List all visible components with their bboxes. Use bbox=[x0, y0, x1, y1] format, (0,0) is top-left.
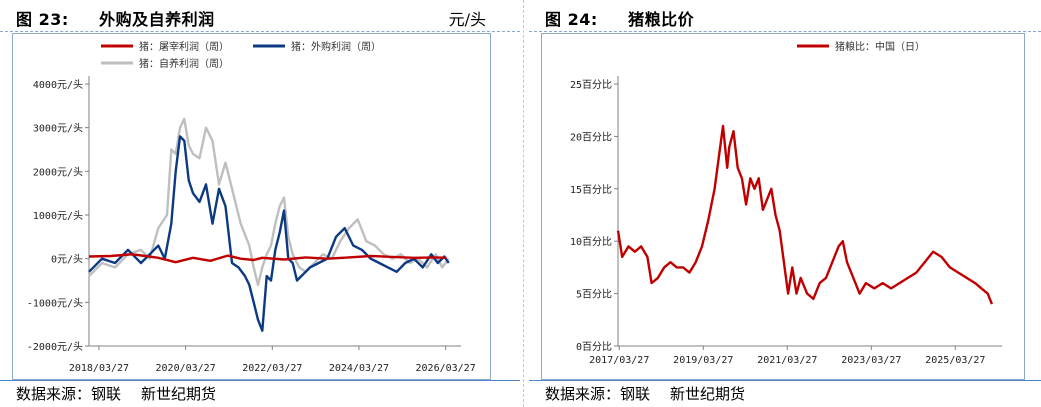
source-note: 数据来源：钢联 新世纪期货 bbox=[545, 383, 765, 404]
series-line bbox=[88, 117, 450, 287]
x-tick-label: 2024/03/27 bbox=[329, 363, 389, 374]
y-tick-label: 10百分比 bbox=[570, 236, 612, 248]
title-divider bbox=[529, 31, 1041, 32]
source-item: 新世纪期货 bbox=[141, 385, 217, 403]
y-tick-label: 20百分比 bbox=[570, 131, 612, 143]
y-tick-label: 3000元/头 bbox=[33, 123, 83, 135]
title-row: 图 24: 猪粮比价 bbox=[529, 0, 1041, 32]
source-item: 钢联 bbox=[620, 385, 651, 403]
x-tick-label: 2021/03/27 bbox=[757, 355, 817, 366]
x-tick-label: 2020/03/27 bbox=[156, 363, 216, 374]
legend-label: 猪粮比：中国（日） bbox=[835, 40, 925, 53]
legend-label: 猪：外购利润（周） bbox=[291, 40, 381, 53]
figure-title: 图 23: 外购及自养利润 bbox=[16, 6, 215, 30]
ratio-line-chart: 0百分比 5百分比 10百分比 15百分比 20百分比 25百分比 2017/03/27 20… bbox=[570, 40, 1002, 366]
source-item: 钢联 bbox=[91, 385, 122, 403]
figure-title-text: 外购及自养利润 bbox=[99, 10, 215, 29]
footer-divider bbox=[0, 380, 520, 381]
x-tick-label: 2026/03/27 bbox=[416, 363, 476, 374]
profit-line-chart: -2000元/头 -1000元/头 0元/头 1000元/头 2000元/头 3000元/… bbox=[27, 40, 476, 374]
y-tick-label: 0元/头 bbox=[51, 254, 83, 266]
y-tick-label: 4000元/头 bbox=[33, 79, 83, 91]
series-line bbox=[88, 253, 447, 264]
x-tick-label: 2023/03/27 bbox=[841, 355, 901, 366]
figure-label: 图 23: bbox=[16, 10, 69, 29]
source-item: 新世纪期货 bbox=[670, 385, 746, 403]
y-tick-label: 1000元/头 bbox=[33, 210, 83, 222]
figure-unit: 元/头 bbox=[448, 10, 486, 29]
footer-divider bbox=[529, 380, 1041, 381]
figure-panel-hog-grain-ratio: 图 24: 猪粮比价 0百分比 5百分比 10百分比 15百分比 20百分比 25百分比 2… bbox=[529, 0, 1041, 407]
chart-frame: -2000元/头 -1000元/头 0元/头 1000元/头 2000元/头 3000元/… bbox=[12, 33, 491, 380]
y-tick-label: -1000元/头 bbox=[27, 297, 83, 309]
y-tick-label: 15百分比 bbox=[570, 184, 612, 196]
source-label: 数据来源： bbox=[16, 385, 92, 403]
x-tick-label: 2022/03/27 bbox=[242, 363, 302, 374]
figure-title-text: 猪粮比价 bbox=[628, 10, 695, 29]
title-divider bbox=[0, 31, 520, 32]
x-tick-label: 2019/03/27 bbox=[673, 355, 733, 366]
series-line bbox=[88, 135, 450, 332]
figure-label: 图 24: bbox=[545, 10, 598, 29]
legend-label: 猪：屠宰利润（周） bbox=[139, 40, 229, 53]
figure-title: 图 24: 猪粮比价 bbox=[545, 6, 694, 30]
y-tick-label: 2000元/头 bbox=[33, 166, 83, 178]
panel-separator bbox=[523, 0, 524, 407]
x-tick-label: 2025/03/27 bbox=[925, 355, 985, 366]
title-row: 图 23: 外购及自养利润 元/头 bbox=[0, 0, 520, 32]
x-tick-label: 2018/03/27 bbox=[69, 363, 129, 374]
y-tick-label: 5百分比 bbox=[576, 289, 612, 301]
y-tick-label: -2000元/头 bbox=[27, 341, 83, 353]
source-note: 数据来源：钢联 新世纪期货 bbox=[16, 383, 236, 404]
x-tick-label: 2017/03/27 bbox=[589, 355, 649, 366]
chart-frame: 0百分比 5百分比 10百分比 15百分比 20百分比 25百分比 2017/03/27 20… bbox=[541, 33, 1025, 380]
figure-panel-profit: 图 23: 外购及自养利润 元/头 -2000元/头 -1000元/头 0元/头 10… bbox=[0, 0, 520, 407]
y-tick-label: 0百分比 bbox=[576, 341, 612, 353]
y-tick-label: 25百分比 bbox=[570, 79, 612, 91]
series-line bbox=[616, 124, 994, 305]
legend-label: 猪：自养利润（周） bbox=[139, 57, 229, 70]
source-label: 数据来源： bbox=[545, 385, 621, 403]
